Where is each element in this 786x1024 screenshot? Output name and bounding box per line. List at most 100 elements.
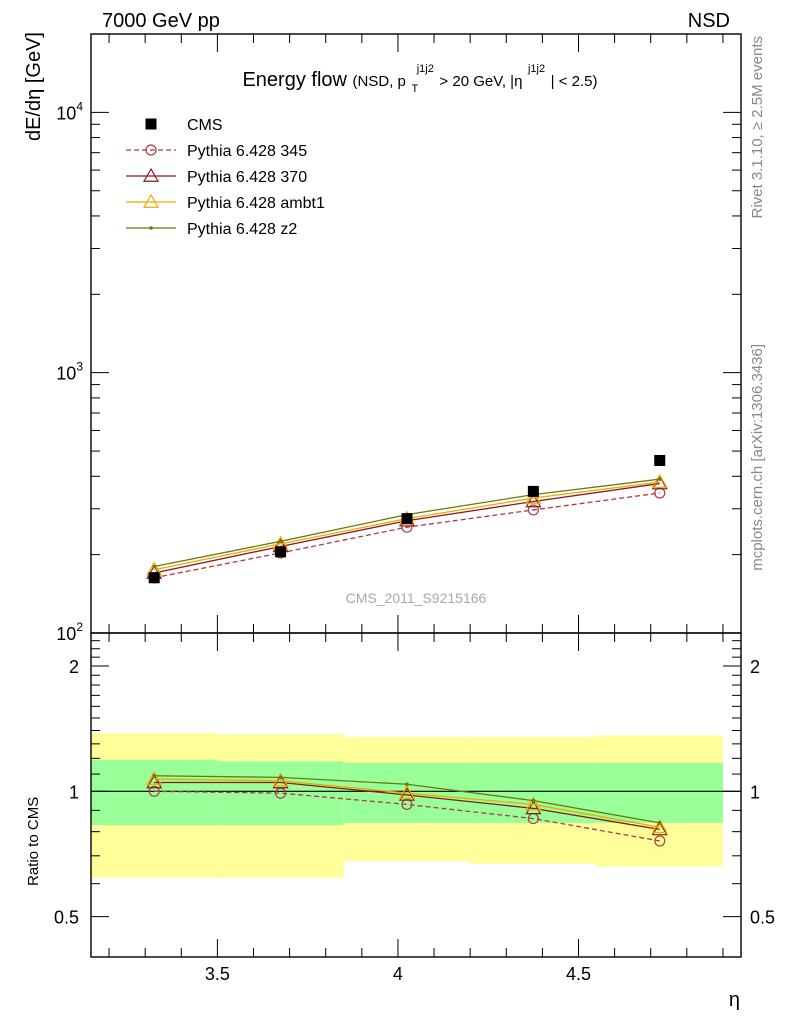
data-point — [654, 454, 666, 466]
chart-title: Energy flow (NSD, p T j1j2 > 20 GeV, |η … — [242, 55, 597, 97]
data-point — [657, 821, 662, 825]
data-point — [531, 798, 536, 803]
legend-label: Pythia 6.428 ambt1 — [187, 195, 325, 212]
series-line — [154, 482, 660, 574]
data-point — [654, 487, 666, 499]
data-point — [272, 772, 289, 787]
ratio-panel-series — [146, 770, 668, 847]
legend: CMS Pythia 6.428 345 Pythia 6.428 370 Pythi… — [126, 117, 325, 238]
ratio-uncertainty-bands — [91, 733, 723, 878]
legend-entry: Pythia 6.428 ambt1 — [126, 193, 325, 212]
main-series-pythia-6-428-345 — [148, 487, 666, 584]
main-y-tick-label-base: 10 — [56, 624, 76, 644]
main-y-tick-label: 104 — [56, 99, 83, 123]
series-line — [154, 492, 660, 579]
legend-entry: Pythia 6.428 345 — [126, 143, 307, 160]
chart-title-main: Energy flow — [242, 69, 347, 91]
ratio-panel-axes: 3.5 4 4.5 0.5 0.5 1 1 2 2 — [54, 632, 775, 984]
data-point — [527, 504, 539, 516]
main-panel-series — [146, 454, 668, 584]
data-point — [401, 798, 413, 811]
ratio-y-tick-label-right: 1 — [750, 782, 760, 802]
legend-entry: Pythia 6.428 z2 — [126, 221, 297, 238]
inner-band-segment — [470, 762, 597, 823]
data-point — [142, 167, 160, 182]
data-point — [525, 489, 542, 504]
data-point — [149, 226, 153, 230]
data-point — [525, 800, 542, 815]
side-mcplots-label: mcplots.cern.ch [arXiv:1306.3436] — [749, 344, 766, 571]
data-point — [275, 546, 287, 558]
data-point — [145, 118, 157, 130]
legend-label: Pythia 6.428 z2 — [187, 221, 297, 238]
data-point — [398, 784, 416, 799]
data-point — [401, 513, 413, 525]
ratio-y-axis-label: Ratio to CMS — [25, 797, 42, 886]
main-y-tick-label-base: 10 — [56, 364, 76, 384]
x-tick-label: 4 — [393, 964, 403, 984]
data-point — [145, 144, 157, 156]
data-point — [525, 796, 542, 811]
data-point — [152, 773, 156, 778]
chart-title-sup2: j1j2 — [527, 63, 545, 75]
inner-band-segment — [217, 761, 344, 826]
data-point — [405, 782, 409, 787]
data-point — [657, 477, 662, 481]
main-y-tick-label: 103 — [56, 360, 83, 384]
data-point — [651, 821, 668, 836]
ratio-series-pythia-6-428-z2 — [152, 773, 662, 825]
main-y-axis-label: dE/dη [GeV] — [23, 32, 45, 141]
header-right: NSD — [688, 10, 730, 32]
data-point — [148, 785, 160, 797]
legend-label: Pythia 6.428 345 — [187, 143, 307, 160]
data-point — [525, 493, 542, 508]
main-series-pythia-6-428-ambt1 — [146, 473, 668, 576]
main-y-tick-label-exponent: 2 — [76, 620, 83, 634]
series-line — [154, 781, 660, 831]
header-left: 7000 GeV pp — [102, 10, 220, 32]
ratio-y-tick-label-left: 1 — [69, 782, 79, 802]
data-point — [654, 835, 666, 847]
legend-entry: CMS — [145, 117, 223, 134]
x-tick-label: 3.5 — [205, 964, 230, 984]
legend-entry: Pythia 6.428 370 — [126, 167, 307, 186]
chart-title-sup: j1j2 — [416, 63, 434, 75]
chart-title-open: (NSD, p — [353, 73, 406, 90]
x-tick-label: 4.5 — [566, 964, 591, 984]
watermark: CMS_2011_S9215166 — [346, 590, 487, 606]
data-point — [651, 818, 668, 834]
legend-label: Pythia 6.428 370 — [187, 169, 307, 186]
ratio-series-pythia-6-428-345 — [148, 785, 666, 847]
chart-title-mid: > 20 GeV, |η — [439, 73, 522, 90]
side-rivet-label: Rivet 3.1.10, ≥ 2.5M events — [749, 36, 766, 219]
chart-title-close: | < 2.5) — [551, 73, 598, 90]
data-point — [146, 774, 163, 789]
ratio-y-tick-label-left: 2 — [69, 657, 79, 677]
data-point — [142, 193, 160, 208]
data-point — [278, 775, 283, 780]
series-line — [154, 790, 660, 842]
main-series-cms — [148, 454, 666, 584]
ratio-y-tick-label-right: 2 — [750, 657, 760, 677]
ratio-series-pythia-6-428-ambt1 — [146, 770, 668, 834]
data-point — [278, 539, 283, 544]
chart-title-sub: T — [411, 83, 418, 95]
ratio-y-tick-label-left: 0.5 — [54, 908, 79, 928]
data-point — [148, 572, 160, 584]
main-y-tick-label-exponent: 4 — [76, 99, 83, 113]
legend-label: CMS — [187, 117, 223, 134]
x-axis-label: η — [729, 989, 740, 1011]
ratio-panel-frame — [90, 632, 742, 958]
data-point — [527, 485, 539, 497]
inner-band-segment — [596, 762, 723, 823]
main-y-tick-label-exponent: 3 — [76, 360, 83, 374]
main-y-tick-label-base: 10 — [56, 103, 76, 123]
data-point — [152, 564, 156, 569]
main-y-tick-label: 102 — [56, 620, 83, 644]
data-point — [651, 473, 668, 488]
ratio-y-tick-label-right: 0.5 — [750, 908, 775, 928]
series-line — [154, 778, 660, 828]
data-point — [146, 770, 163, 785]
